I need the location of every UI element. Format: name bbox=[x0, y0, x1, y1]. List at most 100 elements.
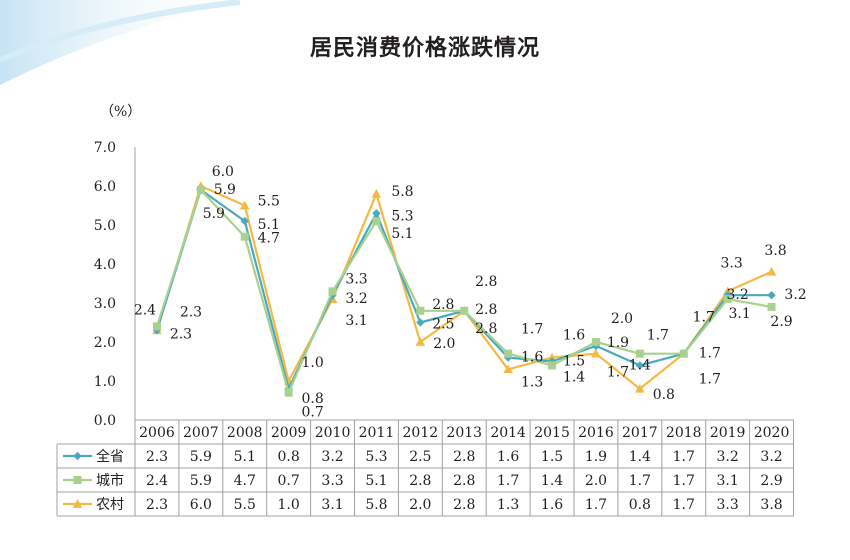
table-cell: 1.7 bbox=[673, 449, 695, 465]
table-cell: 5.1 bbox=[365, 473, 387, 489]
data-label: 1.7 bbox=[607, 365, 629, 381]
data-label: 0.8 bbox=[653, 387, 675, 403]
data-point-square bbox=[460, 306, 469, 315]
data-label: 1.0 bbox=[302, 355, 324, 371]
series-lines bbox=[152, 181, 777, 397]
data-point-square bbox=[591, 338, 600, 346]
corner-swoosh-line bbox=[0, 0, 241, 63]
data-point-triangle bbox=[635, 384, 645, 393]
data-label: 5.3 bbox=[391, 208, 413, 224]
table-cell: 1.7 bbox=[497, 473, 519, 489]
data-point-square bbox=[240, 232, 249, 241]
y-tick-label: 2.0 bbox=[94, 335, 116, 351]
x-tick-label: 2012 bbox=[403, 425, 439, 441]
table-cell: 5.5 bbox=[234, 497, 256, 513]
data-point-triangle bbox=[415, 337, 426, 346]
data-label: 2.0 bbox=[433, 336, 455, 352]
table-cell: 5.9 bbox=[190, 449, 212, 465]
table-cell: 1.7 bbox=[673, 473, 695, 489]
y-tick-label: 7.0 bbox=[94, 140, 116, 156]
table-cell: 2.8 bbox=[409, 473, 431, 489]
data-label: 6.0 bbox=[212, 164, 234, 180]
data-label: 1.4 bbox=[563, 369, 585, 385]
table-cell: 2.8 bbox=[453, 497, 475, 513]
y-axis: 0.0 1.0 2.0 3.0 4.0 5.0 6.0 7.0 bbox=[94, 140, 136, 429]
data-label: 2.3 bbox=[180, 304, 202, 320]
legend-marker-diamond bbox=[73, 451, 82, 461]
data-point-square bbox=[152, 322, 161, 331]
data-label: 3.2 bbox=[345, 291, 367, 307]
data-label: 1.4 bbox=[629, 357, 651, 373]
table-cell: 1.4 bbox=[541, 473, 563, 489]
data-point-square bbox=[548, 361, 557, 370]
data-point-triangle bbox=[766, 267, 777, 276]
series-line-triangle bbox=[155, 184, 772, 390]
table-cell: 2.3 bbox=[146, 449, 168, 465]
data-label: 3.2 bbox=[784, 287, 806, 303]
data-label: 2.8 bbox=[475, 302, 497, 318]
data-point-square bbox=[635, 349, 644, 358]
table-cell: 2.9 bbox=[760, 473, 782, 489]
table-cell: 3.3 bbox=[321, 473, 343, 489]
data-point-diamond bbox=[767, 291, 776, 300]
y-tick-label: 1.0 bbox=[94, 374, 116, 390]
table-cell: 3.2 bbox=[717, 449, 739, 465]
data-point-square bbox=[416, 306, 425, 315]
x-tick-label: 2009 bbox=[271, 425, 307, 441]
data-point-triangle bbox=[547, 352, 557, 362]
data-point-triangle bbox=[503, 364, 513, 374]
table-cell: 1.5 bbox=[541, 449, 563, 465]
data-point-square bbox=[767, 302, 776, 311]
x-tick-label: 2014 bbox=[490, 425, 526, 441]
data-point-triangle bbox=[591, 348, 601, 358]
legend-label: 农村 bbox=[96, 497, 124, 513]
data-label: 2.8 bbox=[475, 321, 497, 337]
table-cell: 1.3 bbox=[497, 497, 519, 513]
table-cell: 1.4 bbox=[629, 449, 651, 465]
data-label: 3.8 bbox=[764, 243, 786, 259]
y-tick-label: 6.0 bbox=[94, 179, 116, 195]
legend-marker-triangle bbox=[72, 499, 83, 508]
data-label: 1.7 bbox=[647, 328, 669, 344]
data-label: 5.9 bbox=[214, 182, 236, 198]
legend-marker-square bbox=[73, 476, 82, 484]
table-cell: 3.2 bbox=[760, 449, 782, 465]
data-label: 5.1 bbox=[391, 226, 413, 242]
table-cell: 5.1 bbox=[234, 449, 256, 465]
table-cell: 3.1 bbox=[321, 497, 343, 513]
data-label: 4.7 bbox=[258, 231, 280, 247]
y-tick-label: 3.0 bbox=[94, 296, 116, 312]
data-label: 1.7 bbox=[693, 310, 715, 326]
data-point-diamond bbox=[240, 216, 249, 226]
data-point-diamond bbox=[372, 209, 381, 218]
data-label: 0.7 bbox=[302, 405, 324, 421]
x-tick-label: 2006 bbox=[139, 425, 175, 441]
data-label: 5.5 bbox=[258, 194, 280, 210]
table-cell: 1.7 bbox=[629, 473, 651, 489]
data-label: 2.0 bbox=[611, 311, 633, 327]
data-label: 3.3 bbox=[721, 255, 743, 271]
y-tick-label: 5.0 bbox=[94, 218, 116, 234]
table-cell: 5.9 bbox=[190, 473, 212, 489]
data-labels: 2.4 2.32.36.05.95.95.55.14.71.00.80.73.33… bbox=[134, 164, 807, 421]
x-tick-label: 2011 bbox=[359, 425, 395, 441]
x-tick-label: 2017 bbox=[622, 425, 658, 441]
y-tick-label: 4.0 bbox=[94, 257, 116, 273]
table-cell: 2.5 bbox=[409, 449, 431, 465]
x-tick-label: 2019 bbox=[710, 425, 746, 441]
table-cell: 1.6 bbox=[497, 449, 519, 465]
data-point-square bbox=[723, 295, 732, 304]
chart-title: 居民消费价格涨跌情况 bbox=[309, 36, 540, 61]
data-label: 1.7 bbox=[699, 372, 721, 388]
legend-label: 城市 bbox=[96, 472, 124, 489]
table-cell: 4.7 bbox=[234, 473, 256, 489]
data-label: 1.9 bbox=[607, 335, 629, 351]
data-label: 2.9 bbox=[770, 314, 792, 330]
data-point-triangle bbox=[722, 286, 733, 296]
data-label: 3.3 bbox=[345, 271, 367, 287]
data-point-diamond bbox=[635, 361, 645, 370]
legend-label: 全省 bbox=[96, 448, 124, 465]
data-point-square bbox=[328, 287, 337, 296]
